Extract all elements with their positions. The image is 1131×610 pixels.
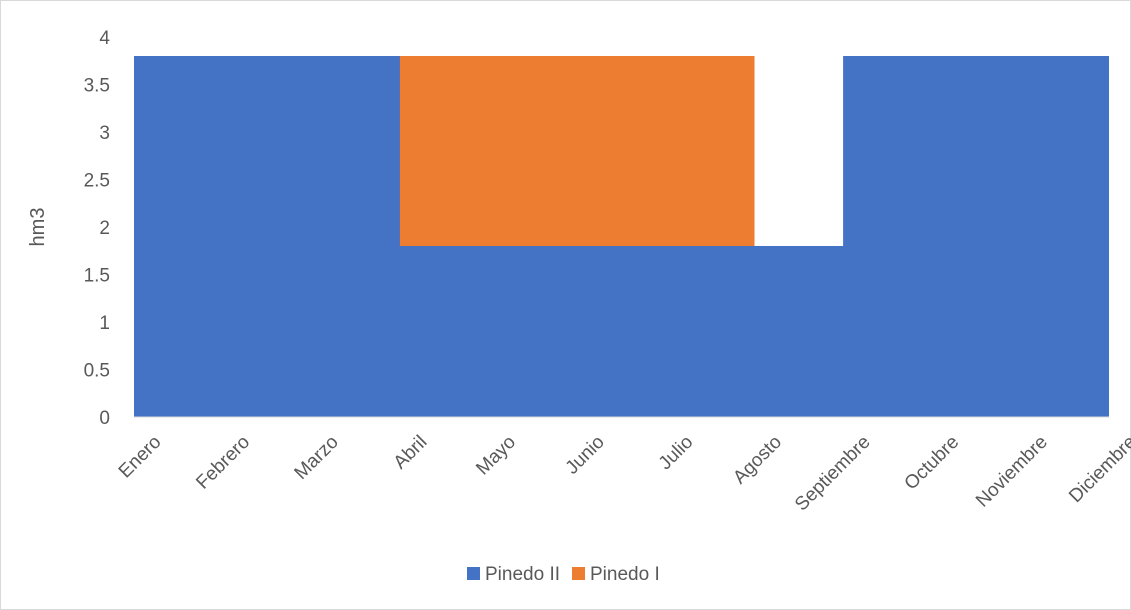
y-tick-label: 2	[99, 218, 110, 239]
area-series-pinedo-i	[134, 56, 1109, 246]
y-tick-label: 0	[99, 408, 110, 429]
area-series-pinedo-ii	[134, 56, 1109, 417]
x-tick-label: Agosto	[729, 432, 786, 489]
legend-swatch	[572, 567, 585, 580]
x-tick-label: Febrero	[192, 432, 254, 494]
y-tick-label: 0.5	[84, 361, 110, 382]
x-tick-label: Abril	[390, 432, 432, 474]
y-tick-label: 2.5	[84, 171, 110, 192]
legend-label: Pinedo I	[590, 564, 660, 585]
x-tick-label: Octubre	[901, 432, 964, 495]
y-tick-label: 3	[99, 123, 110, 144]
x-tick-label: Mayo	[472, 432, 520, 480]
x-tick-label: Noviembre	[972, 432, 1052, 512]
x-tick-label: Julio	[655, 432, 697, 474]
x-tick-label: Enero	[115, 432, 166, 483]
legend-swatch	[467, 567, 480, 580]
y-axis-title: hm3	[27, 208, 49, 247]
y-axis-ticks: 0 0.5 1 1.5 2 2.5 3 3.5 4	[84, 28, 111, 429]
x-tick-label: Septiembre	[791, 432, 875, 516]
x-tick-label: Diciembre	[1065, 432, 1131, 507]
x-tick-label: Junio	[562, 432, 609, 479]
y-tick-label: 1.5	[84, 266, 110, 287]
x-axis-ticks: Enero Febrero Marzo Abril Mayo Junio Julio Agos…	[115, 432, 1131, 516]
legend: Pinedo II Pinedo I	[467, 564, 660, 585]
y-tick-label: 1	[99, 313, 110, 334]
y-tick-label: 3.5	[84, 76, 110, 97]
x-tick-label: Marzo	[291, 432, 343, 484]
plot-areas	[134, 56, 1109, 417]
legend-label: Pinedo II	[485, 564, 560, 585]
y-tick-label: 4	[99, 28, 110, 49]
